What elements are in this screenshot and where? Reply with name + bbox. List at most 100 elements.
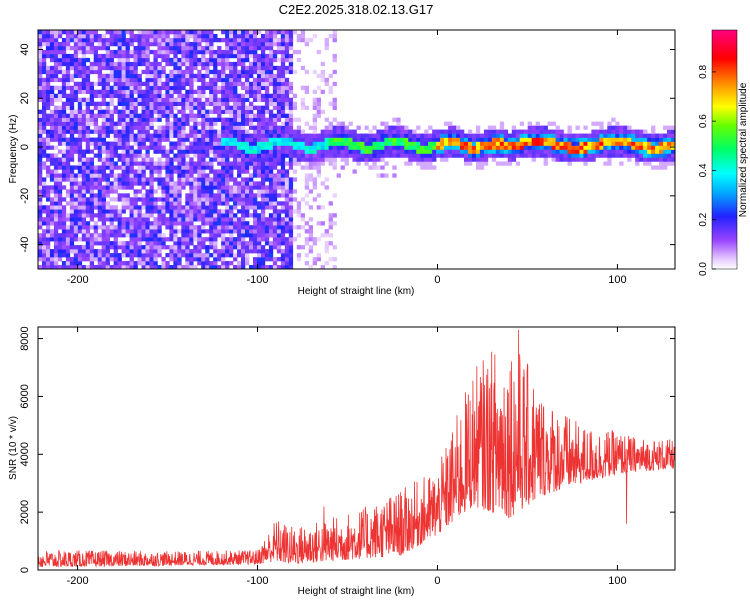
heatmap-cell [264,221,270,226]
heatmap-cell [189,33,194,39]
heatmap-cell [65,189,71,194]
heatmap-cell [260,169,266,174]
heatmap-cell [38,109,43,114]
heatmap-cell [53,133,59,138]
heatmap-cell [133,69,138,75]
heatmap-cell [412,157,417,162]
heatmap-cell [97,213,102,218]
heatmap-cell [241,245,246,250]
heatmap-cell [81,89,87,95]
heatmap-cell [503,149,509,154]
heatmap-cell [340,129,345,134]
heatmap-cell [487,141,493,146]
heatmap-cell [45,37,51,43]
heatmap-cell [344,149,349,154]
heatmap-cell [356,149,361,154]
heatmap-cell [181,181,186,186]
heatmap-cell [241,201,246,206]
heatmap-cell [181,165,186,170]
spectrogram-y-label: Frequency (Hz) [8,115,19,184]
heatmap-cell [252,157,258,162]
heatmap-cell [181,177,186,182]
heatmap-cell [101,117,106,122]
heatmap-cell [205,185,210,190]
y-tick-label: -40 [19,237,31,253]
heatmap-cell [264,45,270,51]
heatmap-cell [535,125,540,130]
heatmap-cell [185,97,190,102]
heatmap-cell [165,237,170,242]
heatmap-cell [312,165,317,170]
heatmap-cell [45,173,51,178]
heatmap-cell [89,193,95,198]
heatmap-cell [38,153,43,158]
heatmap-cell [316,161,321,166]
heatmap-cell [659,157,664,162]
heatmap-cell [268,81,274,87]
heatmap-cell [264,201,270,206]
heatmap-cell [137,177,142,182]
heatmap-cell [201,117,206,122]
heatmap-cell [376,145,381,150]
heatmap-cell [197,201,202,206]
heatmap-cell [201,257,206,262]
heatmap-cell [555,141,560,146]
heatmap-cell [260,149,266,154]
heatmap-cell [372,149,377,154]
heatmap-cell [659,141,664,146]
heatmap-cell [217,141,222,146]
heatmap-cell [145,161,150,166]
heatmap-cell [41,221,47,226]
heatmap-cell [41,261,47,266]
heatmap-cell [260,213,266,218]
heatmap-cell [197,145,202,150]
heatmap-cell [268,169,274,174]
heatmap-cell [663,161,668,166]
heatmap-cell [41,53,47,59]
heatmap-cell [181,45,186,51]
heatmap-cell [65,45,71,51]
heatmap-cell [149,77,154,83]
heatmap-cell [252,105,258,110]
heatmap-cell [531,125,536,130]
heatmap-cell [241,49,246,55]
heatmap-cell [65,57,71,63]
heatmap-cell [77,85,83,91]
heatmap-cell [137,261,142,266]
heatmap-cell [221,137,226,142]
heatmap-cell [65,117,71,122]
heatmap-cell [173,141,178,146]
heatmap-cell [276,141,282,146]
heatmap-cell [133,201,138,206]
heatmap-cell [201,177,206,182]
heatmap-cell [292,133,298,138]
heatmap-cell [221,261,226,266]
heatmap-cell [41,161,47,166]
heatmap-cell [284,245,290,250]
heatmap-cell [201,61,206,67]
heatmap-cell [312,149,317,154]
heatmap-cell [639,137,644,142]
heatmap-cell [460,129,465,134]
heatmap-cell [165,185,170,190]
heatmap-cell [316,49,321,55]
heatmap-cell [436,149,441,154]
heatmap-cell [65,261,71,266]
heatmap-cell [109,65,114,71]
heatmap-cell [245,193,250,198]
heatmap-cell [260,73,266,79]
heatmap-cell [109,129,114,134]
heatmap-cell [217,185,222,190]
heatmap-cell [57,69,63,75]
heatmap-cell [511,129,517,134]
heatmap-cell [252,57,258,63]
heatmap-cell [53,201,59,206]
heatmap-cell [312,241,317,246]
heatmap-cell [651,165,656,170]
heatmap-cell [65,141,71,146]
heatmap-cell [284,249,290,254]
heatmap-cell [117,193,122,198]
heatmap-cell [105,225,110,230]
heatmap-cell [615,149,620,154]
heatmap-cell [241,97,246,102]
